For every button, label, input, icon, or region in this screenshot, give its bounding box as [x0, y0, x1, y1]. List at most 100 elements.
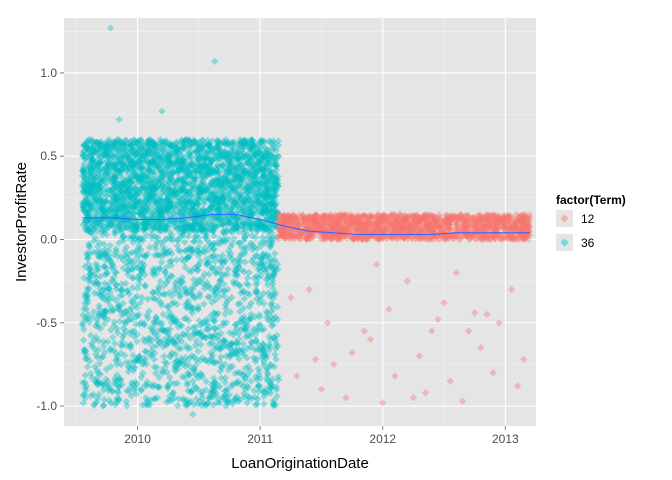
- point-term-36: [189, 275, 198, 284]
- point-term-36: [87, 228, 95, 237]
- point-term-36: [260, 352, 269, 360]
- point-term-36: [256, 295, 264, 304]
- point-term-36: [203, 318, 212, 326]
- point-term-36: [81, 346, 89, 354]
- point-term-36: [181, 238, 189, 246]
- point-term-36: [218, 238, 226, 246]
- point-term-36: [217, 257, 225, 265]
- point-term-36: [239, 372, 247, 380]
- point-term-36: [263, 374, 271, 383]
- point-term-36: [156, 238, 165, 246]
- point-term-36: [176, 229, 184, 237]
- point-term-36: [139, 251, 147, 260]
- point-term-36: [202, 255, 211, 263]
- point-term-36: [208, 388, 216, 396]
- point-term-36: [170, 298, 178, 307]
- point-term-36: [148, 230, 156, 238]
- point-term-36: [121, 319, 129, 328]
- point-term-36: [241, 258, 249, 266]
- point-term-36: [234, 340, 242, 348]
- point-term-36: [95, 302, 103, 310]
- point-term-36: [249, 254, 257, 263]
- point-term-36: [170, 394, 179, 402]
- point-term-36: [183, 381, 191, 389]
- point-term-36: [190, 281, 199, 289]
- point-term-36: [111, 401, 119, 409]
- point-term-36: [182, 314, 190, 322]
- point-term-36: [100, 262, 109, 271]
- point-term-36: [119, 299, 127, 307]
- point-term-36: [171, 367, 180, 375]
- point-term-36: [243, 399, 251, 407]
- point-term-36: [253, 295, 261, 303]
- point-term-36: [102, 380, 110, 389]
- point-term-36: [99, 352, 107, 361]
- point-term-36: [206, 356, 214, 364]
- point-term-36: [236, 299, 244, 308]
- point-term-36: [157, 258, 166, 267]
- point-term-36: [152, 314, 161, 322]
- point-term-36: [214, 253, 222, 262]
- point-term-36: [266, 336, 275, 344]
- point-term-36: [190, 329, 198, 338]
- point-term-36: [83, 287, 91, 295]
- point-term-36: [200, 300, 208, 308]
- point-term-36: [135, 356, 143, 365]
- point-term-36: [172, 315, 180, 324]
- point-term-36: [128, 309, 136, 318]
- point-term-36: [185, 267, 193, 275]
- point-term-36: [167, 261, 175, 270]
- point-term-36: [260, 400, 268, 408]
- point-term-36: [134, 353, 143, 361]
- point-term-36: [209, 315, 217, 323]
- point-term-36: [163, 326, 172, 334]
- point-term-36: [246, 366, 255, 375]
- point-term-36: [193, 247, 201, 255]
- point-term-36: [204, 293, 212, 301]
- point-term-36: [98, 311, 107, 319]
- point-term-36: [252, 355, 260, 363]
- point-term-36: [160, 364, 169, 372]
- point-term-36: [135, 310, 143, 319]
- point-term-36: [222, 298, 231, 306]
- point-term-36: [258, 250, 267, 258]
- point-term-36: [244, 384, 252, 392]
- point-term-36: [270, 263, 278, 272]
- point-term-36: [252, 373, 260, 381]
- point-term-36: [133, 356, 141, 365]
- point-term-36: [167, 271, 175, 280]
- point-term-36: [112, 285, 120, 293]
- panel-background: [64, 18, 536, 426]
- point-term-36: [106, 257, 115, 265]
- point-term-36: [105, 247, 113, 255]
- point-term-36: [190, 293, 198, 302]
- point-term-36: [228, 350, 236, 358]
- point-term-36: [209, 401, 217, 409]
- point-term-36: [96, 370, 105, 378]
- point-term-36: [82, 305, 91, 313]
- point-term-36: [97, 379, 106, 387]
- point-term-36: [172, 282, 180, 290]
- point-term-36: [133, 292, 141, 300]
- point-term-36: [88, 342, 96, 350]
- point-term-36: [138, 263, 147, 271]
- point-term-36: [266, 380, 275, 389]
- point-term-36: [202, 316, 210, 324]
- point-term-36: [180, 257, 188, 266]
- point-term-36: [104, 316, 112, 324]
- point-term-36: [160, 336, 168, 344]
- point-term-36: [262, 264, 270, 272]
- point-term-36: [151, 320, 159, 328]
- point-term-36: [153, 287, 161, 296]
- point-term-36: [195, 329, 203, 337]
- point-term-36: [112, 281, 120, 289]
- point-term-36: [208, 353, 216, 362]
- point-term-36: [173, 357, 181, 365]
- point-term-36: [219, 319, 227, 327]
- point-term-36: [194, 261, 203, 270]
- point-term-36: [256, 321, 264, 329]
- point-term-36: [183, 254, 192, 262]
- point-term-36: [257, 255, 266, 263]
- point-term-36: [224, 285, 232, 294]
- point-term-36: [258, 354, 266, 363]
